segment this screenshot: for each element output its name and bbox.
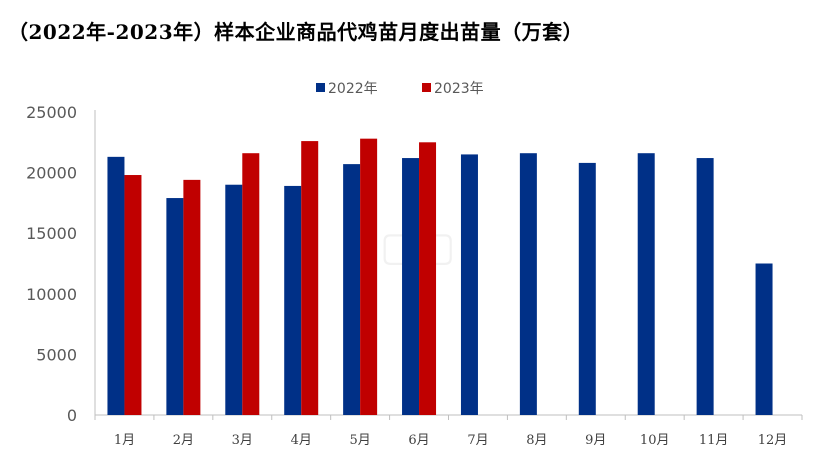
bar-2022年-11月 (696, 158, 714, 415)
y-tick-label: 5000 (36, 345, 77, 364)
bars (107, 138, 773, 416)
x-tick-label: 1月 (114, 433, 135, 448)
y-tick-label: 15000 (26, 224, 77, 243)
bar-2023年-2月 (183, 179, 201, 415)
bar-2022年-4月 (284, 185, 302, 415)
bar-2022年-12月 (755, 263, 773, 415)
x-tick-label: 12月 (758, 433, 788, 448)
x-tick-label: 10月 (640, 433, 670, 448)
bar-2022年-10月 (637, 153, 655, 415)
bar-2023年-6月 (419, 142, 437, 416)
bar-2022年-2月 (166, 198, 184, 415)
x-tick-label: 7月 (467, 433, 488, 448)
legend-label: 2023年 (434, 81, 484, 97)
x-tick-label: 3月 (232, 433, 253, 448)
x-tick-label: 4月 (291, 433, 312, 448)
legend: 2022年 2023年 (316, 81, 484, 97)
x-tick-label: 5月 (349, 433, 370, 448)
bar-2022年-9月 (578, 162, 596, 415)
bar-2022年-3月 (225, 184, 243, 415)
bar-2022年-6月 (402, 158, 420, 415)
bar-2023年-1月 (124, 175, 142, 415)
y-tick-label: 20000 (26, 164, 77, 183)
x-tick-label: 6月 (408, 433, 429, 448)
x-tick-label: 2月 (173, 433, 194, 448)
bar-2022年-5月 (343, 164, 361, 415)
chart-title: （2022年-2023年）样本企业商品代鸡苗月度出苗量（万套） (8, 20, 584, 44)
bar-2022年-7月 (460, 154, 478, 416)
legend-swatch (316, 83, 325, 92)
y-axis-labels: 0 5000 10000 15000 20000 25000 (26, 103, 77, 425)
axes (94, 110, 803, 420)
legend-label: 2022年 (328, 81, 378, 97)
y-tick-label: 25000 (26, 103, 77, 122)
bar-2023年-5月 (360, 138, 378, 415)
x-tick-label: 11月 (699, 433, 729, 448)
bar-2022年-1月 (107, 156, 125, 415)
bar-2022年-8月 (519, 153, 537, 415)
bar-2023年-4月 (301, 141, 319, 415)
y-tick-label: 0 (67, 406, 77, 425)
x-tick-label: 8月 (526, 433, 547, 448)
y-tick-label: 10000 (26, 285, 77, 304)
bar-2023年-3月 (242, 153, 260, 415)
x-tick-label: 9月 (585, 433, 606, 448)
x-axis-labels: 1月 2月 3月 4月 5月 6月 7月 8月 9月 10月 11月 12月 (114, 433, 787, 448)
legend-swatch (422, 83, 431, 92)
